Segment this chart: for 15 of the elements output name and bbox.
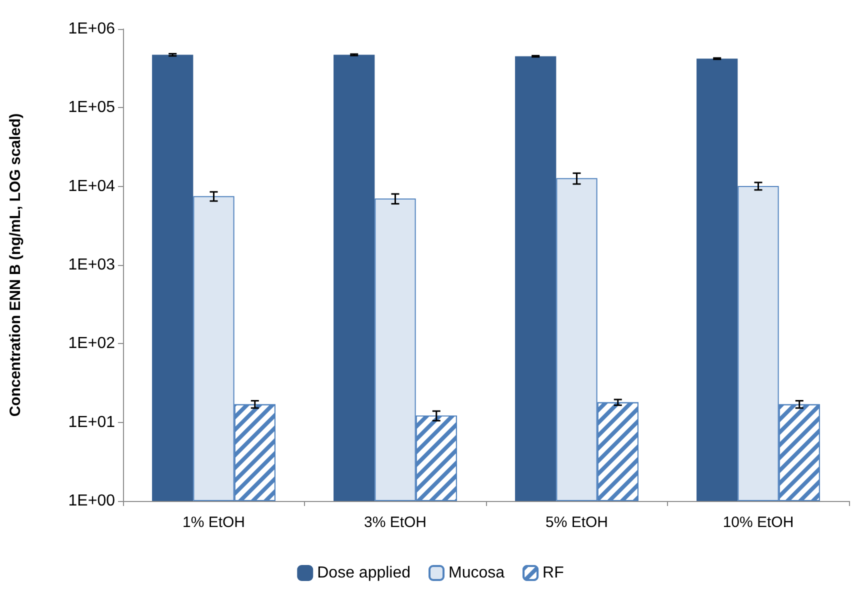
legend-label: Mucosa bbox=[448, 564, 505, 582]
y-tick-label: 1E+05 bbox=[68, 99, 116, 116]
x-tick-label: 3% EtOH bbox=[364, 514, 427, 531]
x-tick-label: 10% EtOH bbox=[722, 514, 794, 531]
legend-label: Dose applied bbox=[317, 564, 411, 582]
y-tick-label: 1E+01 bbox=[68, 414, 116, 431]
x-tick-label: 5% EtOH bbox=[545, 514, 608, 531]
y-tick-label: 1E+06 bbox=[68, 20, 116, 38]
y-axis-title: Concentration ENN B (ng/mL, LOG scaled) bbox=[7, 113, 24, 417]
y-tick-label: 1E+04 bbox=[68, 178, 116, 195]
y-tick-label: 1E+02 bbox=[68, 335, 116, 352]
legend-label: RF bbox=[542, 564, 564, 582]
y-tick-label: 1E+00 bbox=[68, 492, 116, 510]
x-tick-label: 1% EtOH bbox=[182, 514, 246, 531]
y-tick-label: 1E+03 bbox=[68, 256, 116, 274]
